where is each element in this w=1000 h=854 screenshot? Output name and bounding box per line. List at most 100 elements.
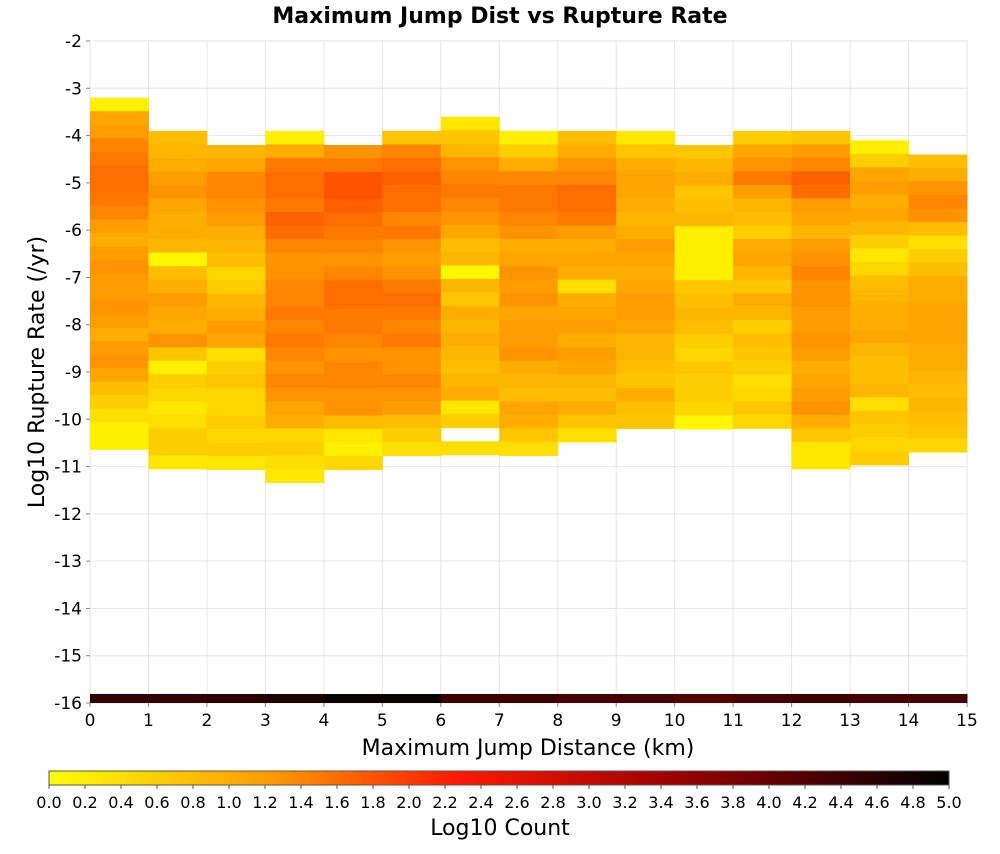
- heatmap-cell: [440, 441, 500, 456]
- y-tick-label: -15: [54, 647, 82, 667]
- heatmap-cell: [90, 178, 149, 193]
- heatmap-cell: [323, 429, 383, 444]
- x-tick-label: 14: [898, 711, 920, 731]
- heatmap-cell: [323, 158, 383, 173]
- heatmap-cell: [850, 167, 910, 182]
- heatmap-cell: [850, 329, 910, 344]
- colorbar-tick-label: 4.8: [900, 793, 925, 812]
- heatmap-cell: [265, 387, 325, 402]
- heatmap-cell: [265, 157, 325, 172]
- heatmap-cell: [499, 211, 559, 227]
- heatmap-cell: [674, 185, 734, 200]
- heatmap-cell: [908, 208, 968, 223]
- heatmap-cell: [908, 222, 968, 237]
- heatmap-cell: [616, 293, 676, 308]
- heatmap-cell: [265, 225, 325, 240]
- heatmap-cell: [90, 260, 149, 275]
- heatmap-cell: [265, 347, 325, 362]
- x-tick-label: 11: [722, 711, 744, 731]
- heatmap-cell: [265, 441, 325, 456]
- heatmap-cell: [206, 347, 266, 362]
- heatmap-cell: [616, 306, 676, 321]
- heatmap-cell: [791, 252, 851, 267]
- heatmap-cell: [499, 252, 559, 267]
- colorbar-tick-label: 3.0: [576, 793, 601, 812]
- heatmap-cell: [557, 414, 617, 429]
- colorbar-tick-label: 1.6: [324, 793, 349, 812]
- heatmap-cell: [382, 320, 442, 335]
- heatmap-cell: [265, 333, 325, 348]
- x-tick-label: 4: [318, 711, 329, 731]
- heatmap-cell: [382, 239, 442, 254]
- heatmap-cell: [850, 140, 910, 155]
- heatmap-cell: [265, 184, 325, 199]
- heatmap-cell: [148, 225, 208, 240]
- heatmap-cell: [850, 262, 910, 277]
- heatmap-cell: [90, 246, 149, 261]
- colorbar-tick-label: 0.8: [180, 793, 205, 812]
- heatmap-cell: [557, 320, 617, 335]
- heatmap-cell: [499, 401, 559, 416]
- heatmap-cell: [850, 234, 910, 249]
- heatmap-cell: [791, 198, 851, 213]
- heatmap-cell: [323, 253, 383, 268]
- heatmap-cell: [674, 266, 734, 281]
- heatmap-cell: [674, 293, 734, 308]
- heatmap-cell: [440, 184, 500, 199]
- heatmap-cell: [148, 428, 208, 443]
- heatmap-cell: [733, 130, 793, 145]
- heatmap-cell: [908, 249, 968, 264]
- heatmap-cell: [616, 211, 676, 227]
- heatmap-cell: [674, 388, 734, 403]
- heatmap-cell: [674, 199, 734, 214]
- heatmap-cell: [440, 333, 500, 348]
- heatmap-cell: [90, 422, 149, 437]
- heatmap-cell: [791, 130, 851, 145]
- heatmap-cell: [557, 239, 617, 254]
- heatmap-cell: [382, 333, 442, 348]
- heatmap-cell: [791, 211, 851, 227]
- heatmap-cell: [674, 320, 734, 335]
- heatmap-cell: [148, 293, 208, 308]
- y-tick-label: -13: [54, 552, 82, 572]
- y-tick-label: -14: [54, 599, 82, 619]
- heatmap-cell: [265, 144, 325, 159]
- heatmap-cell: [499, 266, 559, 281]
- heatmap-cell: [850, 424, 910, 439]
- heatmap-cell: [791, 441, 851, 456]
- heatmap-cell: [382, 171, 442, 186]
- heatmap-cell-bottom: [616, 694, 676, 703]
- y-tick-label: -7: [65, 268, 82, 288]
- heatmap-cell: [206, 334, 266, 349]
- y-tick-label: -2: [65, 32, 82, 52]
- heatmap-cell: [908, 181, 968, 196]
- heatmap-cell: [733, 306, 793, 321]
- x-tick-label: 8: [552, 711, 563, 731]
- heatmap-cell: [148, 320, 208, 335]
- heatmap-cell: [791, 333, 851, 348]
- colorbar-tick-label: 4.2: [792, 793, 817, 812]
- heatmap-cell: [265, 171, 325, 186]
- heatmap-cell: [148, 347, 208, 362]
- heatmap-cell: [206, 415, 266, 430]
- heatmap-cell: [908, 397, 968, 412]
- heatmap-cell: [440, 387, 500, 402]
- heatmap-cell: [616, 279, 676, 294]
- heatmap-cell: [733, 171, 793, 186]
- heatmap-cell: [206, 185, 266, 200]
- heatmap-cell: [908, 195, 968, 210]
- x-tick-label: 2: [202, 711, 213, 731]
- heatmap-cell-bottom: [908, 694, 968, 703]
- heatmap-cell: [440, 157, 500, 172]
- heatmap-cell: [90, 314, 149, 329]
- heatmap-cell: [733, 279, 793, 294]
- heatmap-cell: [206, 266, 266, 281]
- heatmap-cell: [557, 333, 617, 348]
- heatmap-cell: [148, 157, 208, 172]
- colorbar-tick-label: 3.4: [648, 793, 673, 812]
- colorbar-tick-label: 1.0: [216, 793, 241, 812]
- heatmap-cell: [499, 414, 559, 429]
- y-tick-label: -4: [65, 127, 82, 147]
- heatmap-cell: [850, 343, 910, 358]
- colorbar-tick-label: 5.0: [936, 793, 961, 812]
